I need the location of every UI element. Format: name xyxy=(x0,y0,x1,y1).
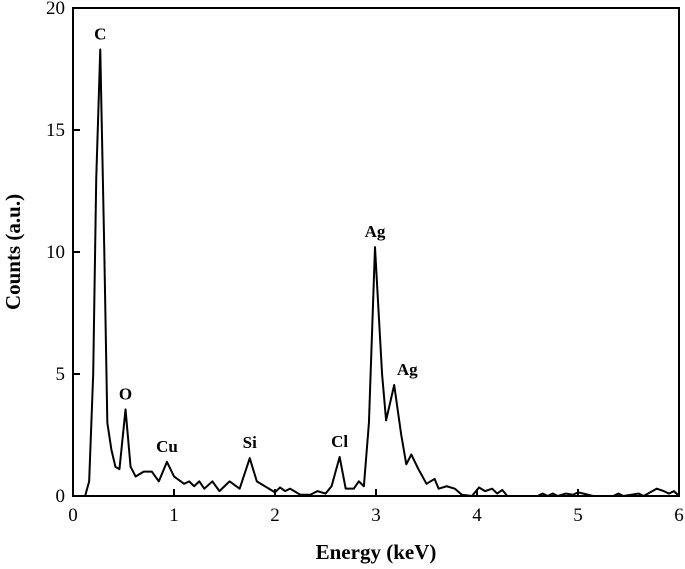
y-tick-label: 0 xyxy=(56,486,66,507)
peak-label: Cl xyxy=(331,432,348,451)
x-tick-label: 4 xyxy=(472,505,482,526)
peak-label: Si xyxy=(243,433,257,452)
y-tick-label: 15 xyxy=(46,120,65,141)
spectrum-line xyxy=(73,48,680,497)
x-tick-label: 5 xyxy=(573,505,583,526)
y-tick-label: 10 xyxy=(46,242,65,263)
peak-label: Cu xyxy=(156,437,178,456)
peak-label: O xyxy=(119,384,132,403)
x-tick-label: 3 xyxy=(371,505,381,526)
x-tick-label: 1 xyxy=(169,505,179,526)
x-tick-label: 6 xyxy=(674,505,684,526)
y-axis-label: Counts (a.u.) xyxy=(1,194,25,310)
x-tick-label: 2 xyxy=(270,505,280,526)
peak-label: Ag xyxy=(397,360,418,379)
peak-label: Ag xyxy=(365,222,386,241)
x-axis-label: Energy (keV) xyxy=(316,540,437,564)
peak-label: C xyxy=(94,24,106,43)
y-tick-label: 5 xyxy=(56,364,66,385)
x-tick-label: 0 xyxy=(68,505,78,526)
y-tick-label: 20 xyxy=(46,0,65,19)
